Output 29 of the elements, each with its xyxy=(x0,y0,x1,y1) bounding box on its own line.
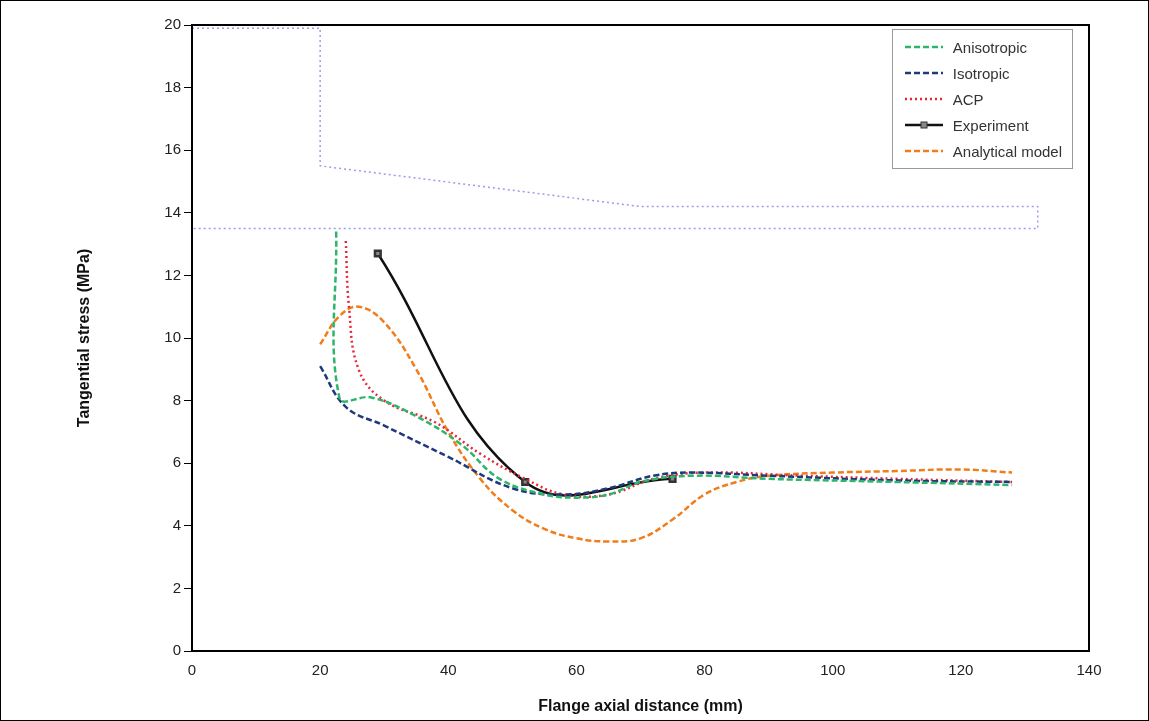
y-axis-title: Tangential stress (MPa) xyxy=(75,248,93,428)
y-tick-label: 6 xyxy=(172,453,181,471)
x-tick-label: 20 xyxy=(311,661,329,679)
y-tick-label: 2 xyxy=(172,578,181,596)
y-tick-label: 0 xyxy=(172,641,181,659)
legend-label: Analytical model xyxy=(952,142,1062,160)
y-tick-label: 10 xyxy=(164,328,181,346)
x-tick-label: 100 xyxy=(820,661,846,679)
y-tick-label: 12 xyxy=(164,265,181,283)
y-tick-label: 18 xyxy=(164,77,181,95)
y-tick-label: 8 xyxy=(172,390,181,408)
point xyxy=(373,249,382,258)
line-series xyxy=(318,305,1014,543)
legend-label: Experiment xyxy=(952,116,1029,134)
y-tick-label: 14 xyxy=(164,202,181,220)
x-tick-label: 120 xyxy=(948,661,974,679)
x-tick-label: 60 xyxy=(568,661,585,679)
x-tick-label: 0 xyxy=(187,661,197,679)
y-tick-label: 16 xyxy=(164,140,181,158)
legend-label: Anisotropic xyxy=(952,38,1027,56)
x-axis-title: Flange axial distance (mm) xyxy=(538,696,743,714)
x-tick-label: 80 xyxy=(696,661,713,679)
legend-label: Isotropic xyxy=(952,64,1010,82)
y-tick-label: 4 xyxy=(172,515,181,533)
point xyxy=(521,477,530,487)
x-tick-label: 140 xyxy=(1076,661,1102,679)
legend-label: ACP xyxy=(952,90,984,108)
x-tick-label: 40 xyxy=(439,661,457,679)
y-tick-label: 20 xyxy=(164,15,181,33)
